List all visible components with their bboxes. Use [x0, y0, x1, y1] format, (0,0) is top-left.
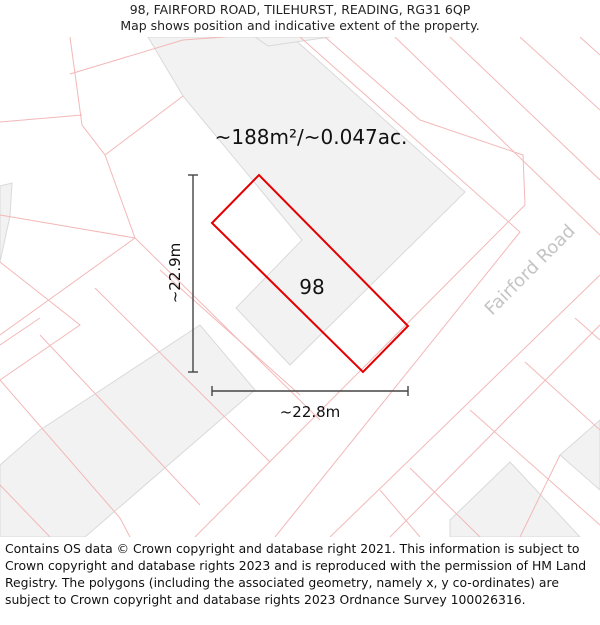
- dimension-horizontal-label: ~22.8m: [280, 403, 341, 421]
- parcel-line: [274, 37, 521, 537]
- area-label: ~188m²/~0.047ac.: [215, 125, 408, 149]
- building: [0, 324, 256, 537]
- parcel-line: [0, 379, 131, 537]
- parcel-line: [0, 317, 41, 346]
- parcel-line: [159, 269, 301, 396]
- parcel-line: [0, 237, 136, 336]
- parcel-line: [449, 37, 600, 181]
- building: [0, 182, 13, 263]
- parcel-line: [0, 484, 51, 537]
- plot-number-label: 98: [299, 275, 324, 299]
- parcel-line: [0, 261, 81, 381]
- parcel-line: [104, 95, 184, 156]
- parcel-line: [409, 467, 481, 537]
- parcel-line: [519, 37, 600, 111]
- property-boundary[interactable]: [210, 173, 410, 374]
- map-canvas[interactable]: ~188m²/~0.047ac. 98 ~22.9m ~22.8m Fairfo…: [0, 37, 600, 537]
- building: [559, 419, 600, 491]
- parcel-line: [469, 409, 600, 526]
- dimension-vertical-label: ~22.9m: [166, 243, 184, 304]
- parcel-line: [389, 324, 600, 537]
- parcel-line: [69, 37, 226, 75]
- property-address: 98, FAIRFORD ROAD, TILEHURST, READING, R…: [129, 2, 471, 17]
- map-header: 98, FAIRFORD ROAD, TILEHURST, READING, R…: [0, 0, 600, 39]
- building: [449, 461, 581, 537]
- dimension-vertical: [188, 174, 198, 373]
- map-subtitle: Map shows position and indicative extent…: [120, 18, 480, 33]
- attribution-text: Contains OS data © Crown copyright and d…: [5, 541, 587, 607]
- parcel-line: [379, 489, 421, 537]
- buildings: [0, 37, 600, 537]
- road-name-label: Fairford Road: [481, 221, 580, 320]
- parcel-line: [329, 274, 600, 537]
- parcel-line: [0, 114, 83, 123]
- parcel-line: [519, 454, 561, 537]
- parcel-lines: [0, 37, 600, 537]
- building: [147, 37, 466, 366]
- parcel-line: [194, 37, 526, 537]
- parcel-line: [394, 37, 600, 236]
- parcel-line: [94, 287, 271, 463]
- property-map[interactable]: ~188m²/~0.047ac. 98 ~22.9m ~22.8m Fairfo…: [0, 37, 600, 537]
- parcel-line: [574, 317, 600, 341]
- parcel-line: [134, 237, 321, 421]
- parcel-line: [0, 37, 136, 239]
- parcel-line: [39, 334, 201, 506]
- parcel-line: [524, 361, 600, 431]
- parcel-line: [579, 37, 600, 56]
- building: [254, 37, 331, 47]
- dimension-horizontal: [211, 386, 409, 396]
